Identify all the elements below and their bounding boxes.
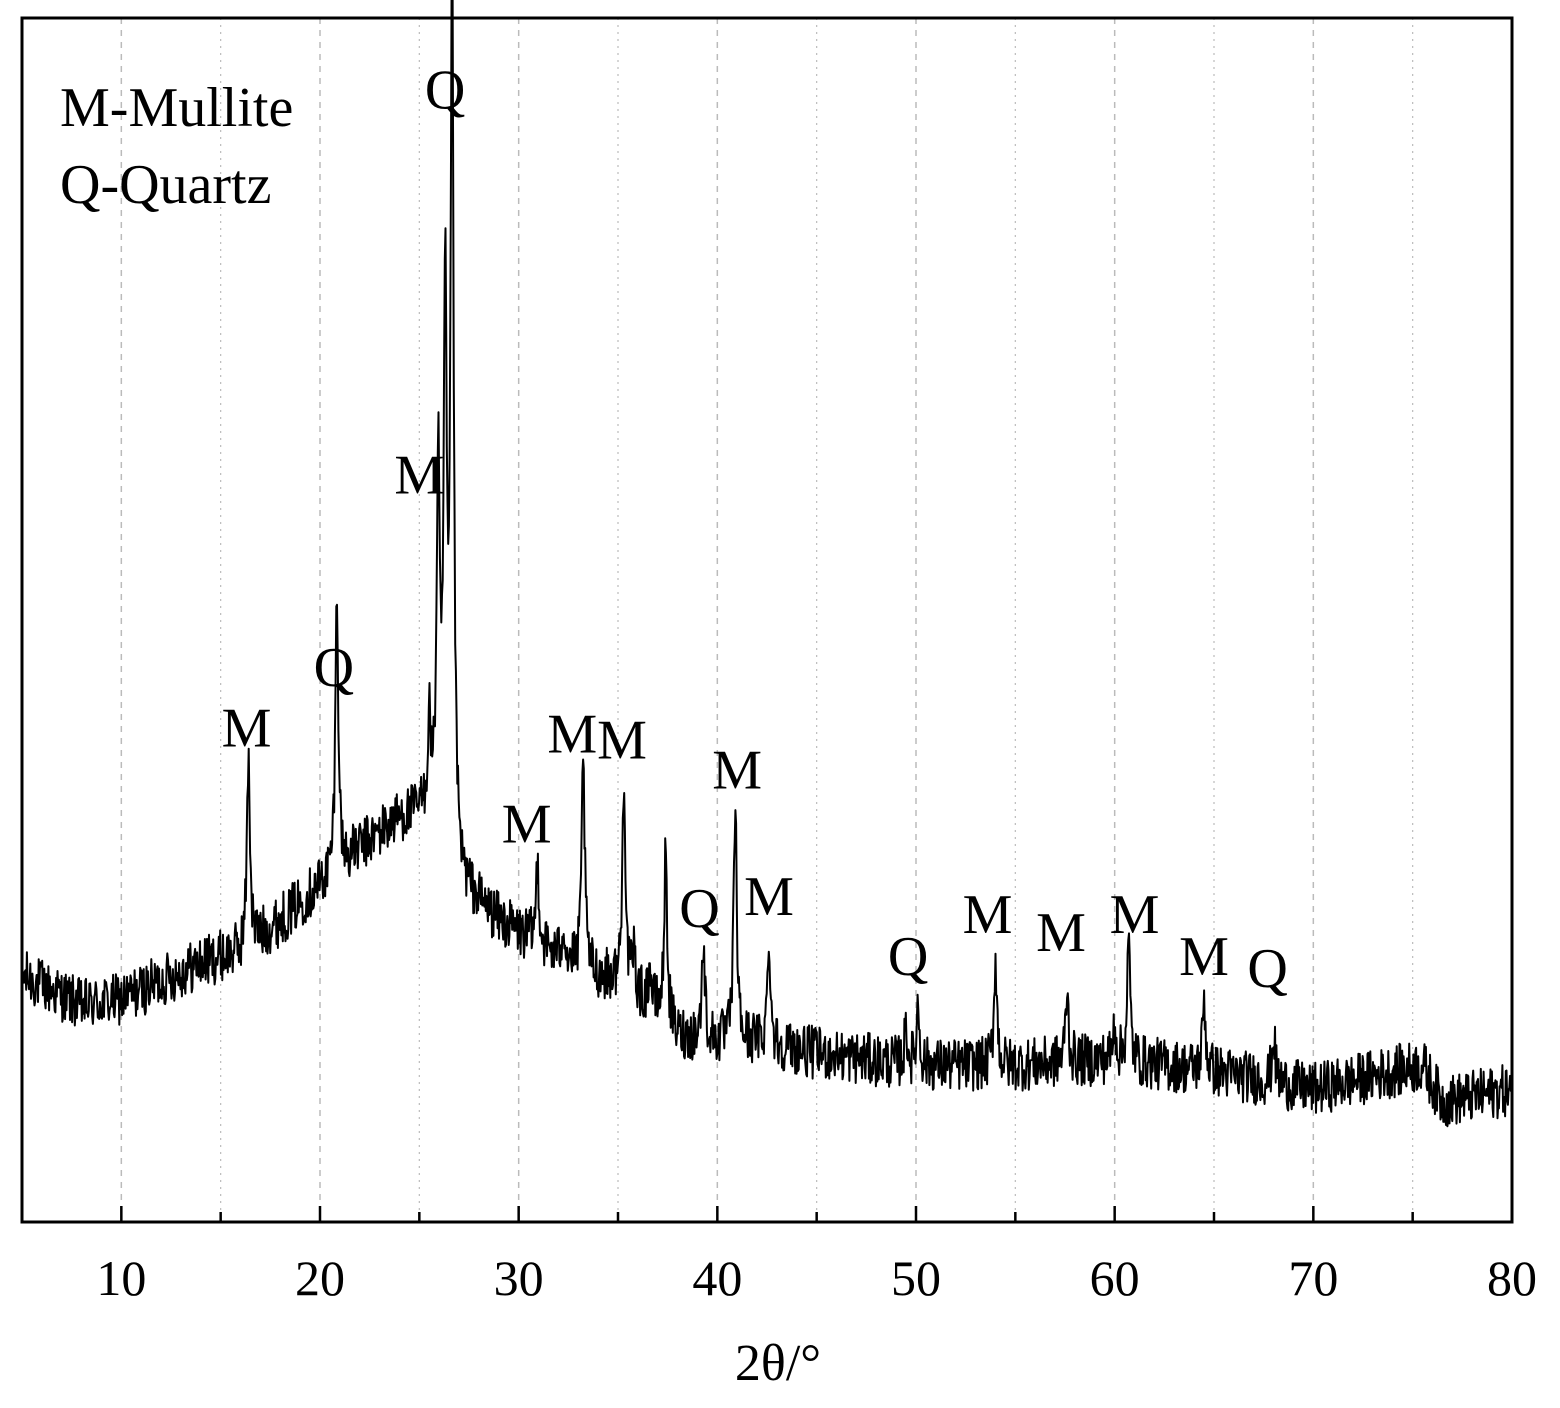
x-tick-label: 30 [494, 1250, 544, 1306]
legend-entry-quartz: Q-Quartz [60, 154, 271, 216]
x-tick-label: 20 [295, 1250, 345, 1306]
plot-frame [20, 16, 1514, 1224]
mullite-peak-label: M [963, 884, 1013, 946]
x-tick-label: 10 [96, 1250, 146, 1306]
quartz-peak-label: Q [314, 637, 354, 699]
mullite-peak-label: M [222, 697, 272, 759]
mullite-peak-label: M [394, 445, 444, 507]
xrd-pattern-line [21, 0, 1513, 1128]
mullite-peak-label: M [1036, 902, 1086, 964]
x-tick-label: 80 [1487, 1250, 1537, 1306]
mullite-peak-label: M [597, 709, 647, 771]
x-tick-label: 60 [1090, 1250, 1140, 1306]
x-axis-title: 2θ/° [735, 1335, 821, 1392]
x-tick-label: 50 [891, 1250, 941, 1306]
mullite-peak-label: M [1179, 926, 1229, 988]
quartz-peak-label: Q [888, 926, 928, 988]
x-tick-label: 70 [1288, 1250, 1338, 1306]
x-axis-tick-labels: 10 20 30 40 50 60 70 80 [96, 1250, 1537, 1306]
quartz-peak-label: Q [679, 878, 719, 940]
mullite-peak-label: M [712, 740, 762, 802]
x-axis-ticks [20, 1206, 1514, 1222]
grid-lines [120, 18, 1414, 1222]
quartz-peak-label: Q [425, 59, 465, 121]
legend-entry-mullite: M-Mullite [60, 77, 293, 139]
quartz-peak-label: Q [1247, 938, 1287, 1000]
mullite-peak-label: M [502, 794, 552, 856]
mullite-peak-label: M [547, 703, 597, 765]
x-tick-label: 40 [692, 1250, 742, 1306]
mullite-peak-label: M [744, 866, 794, 928]
mullite-peak-label: M [1110, 884, 1160, 946]
